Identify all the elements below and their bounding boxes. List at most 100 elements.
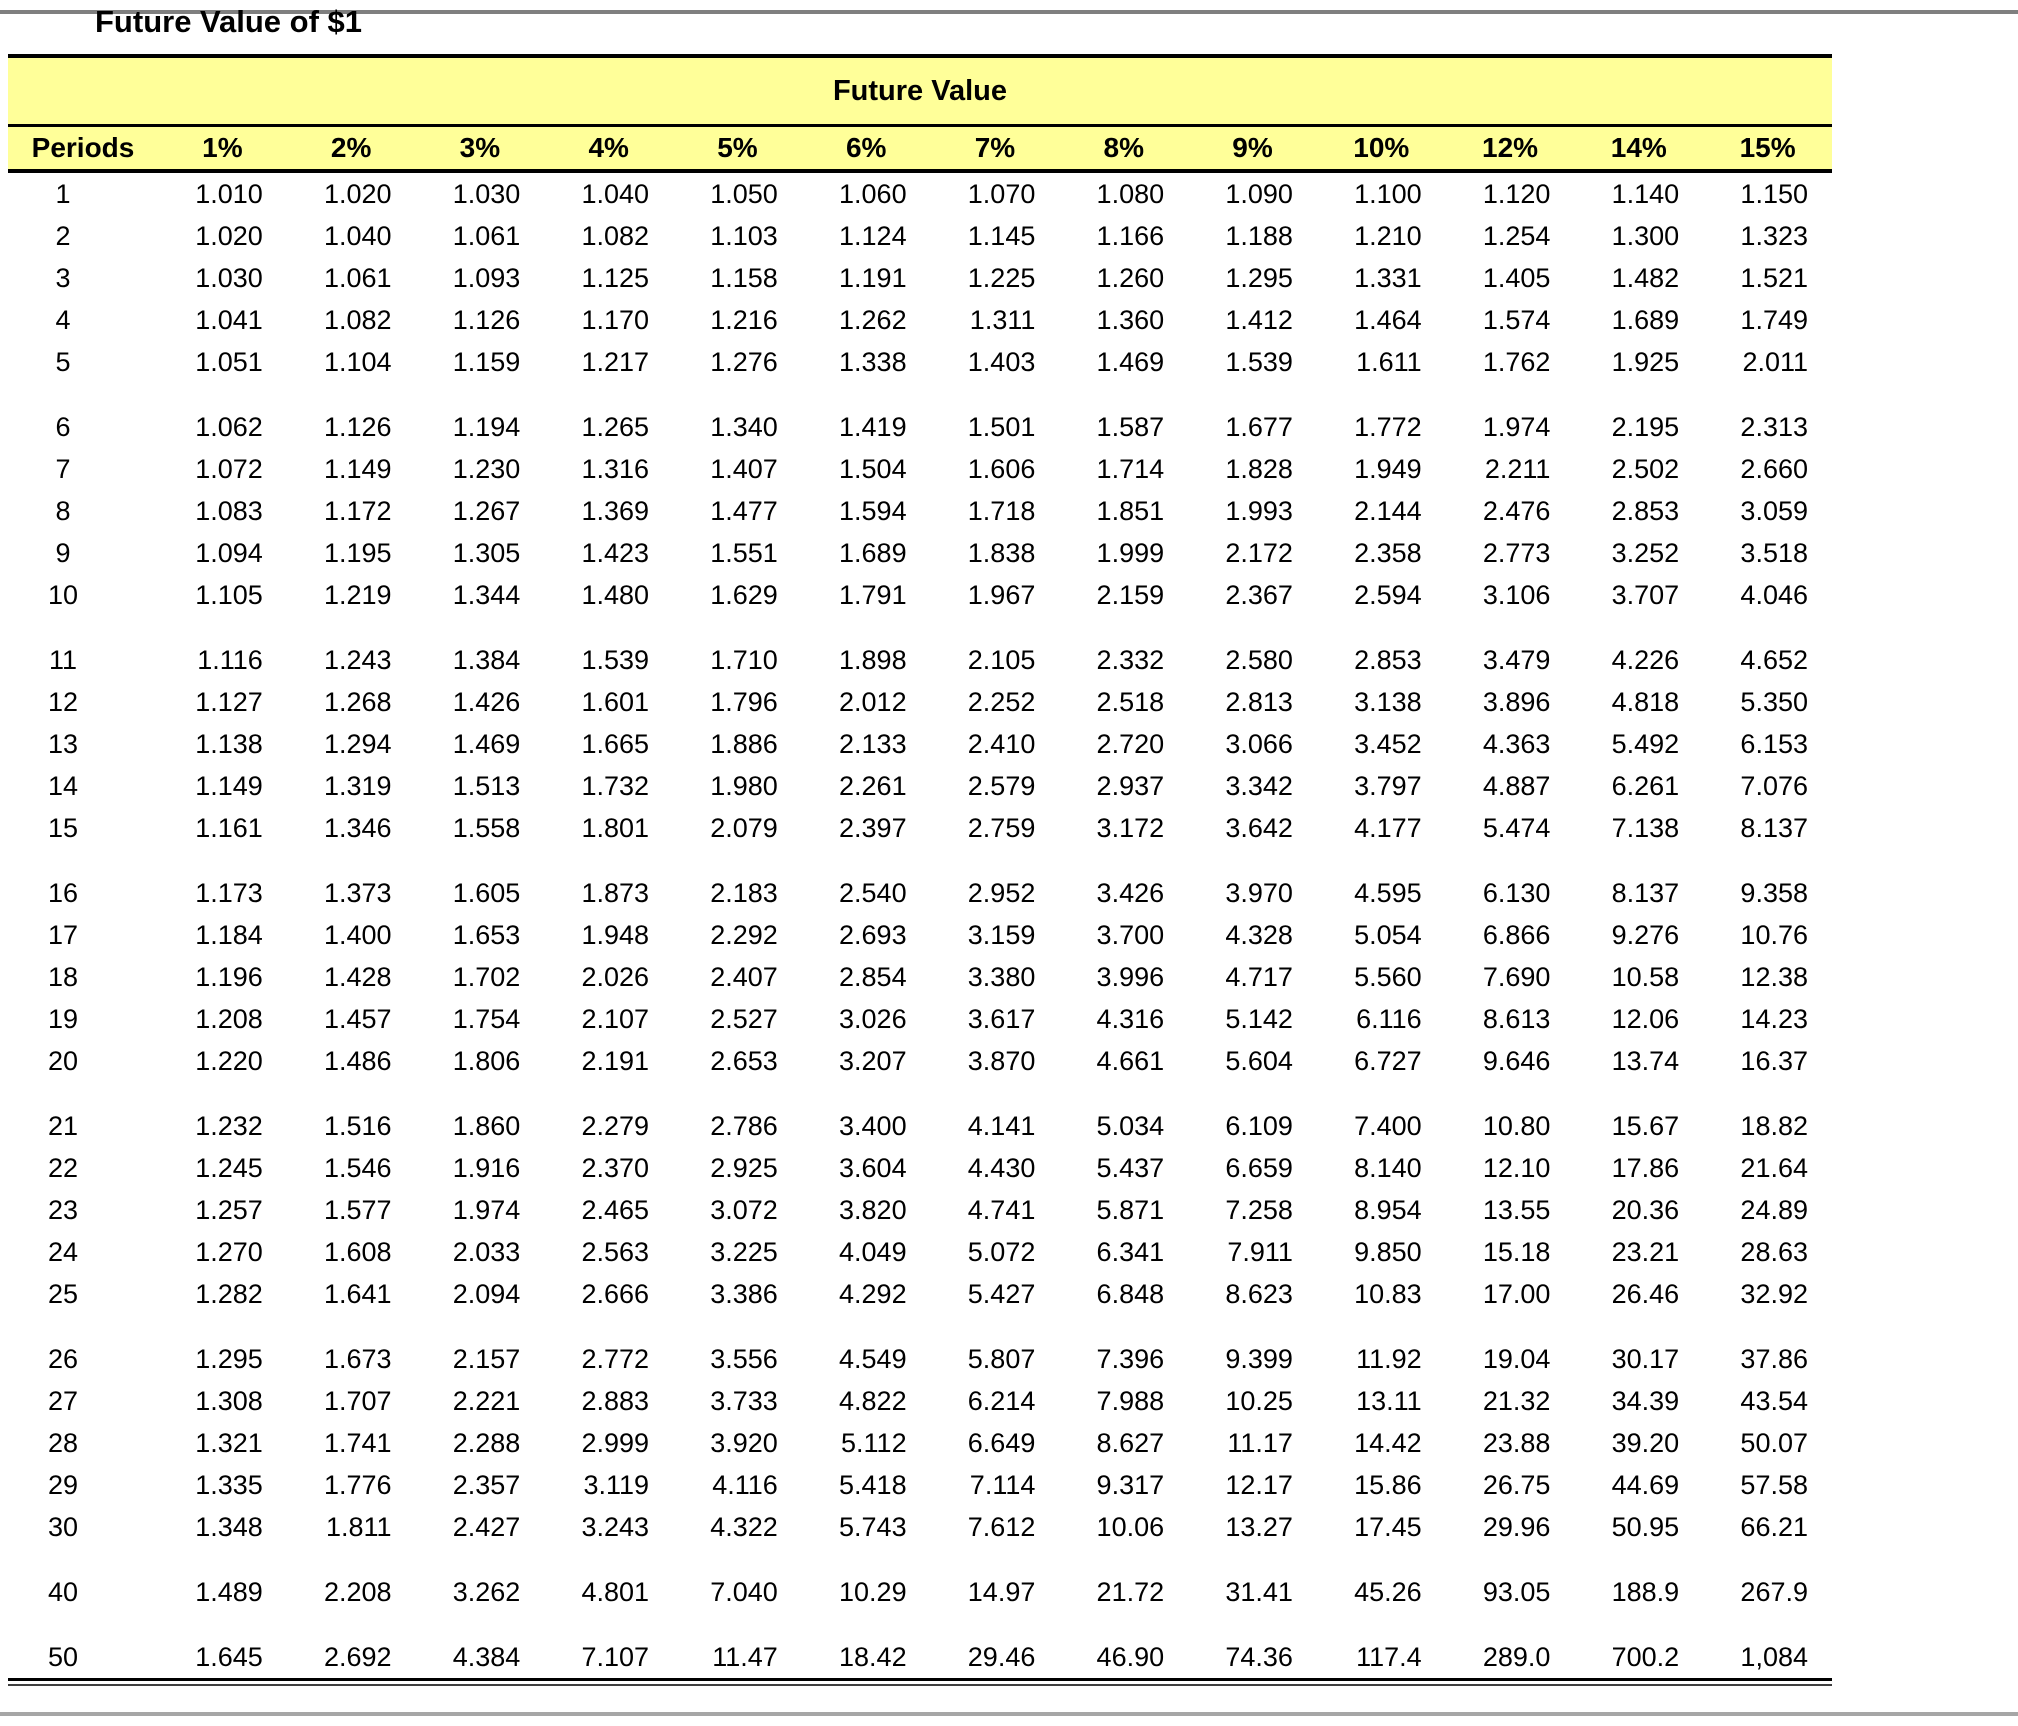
value-cell: 1.898 [839, 644, 907, 675]
value-cell: 2.172 [1225, 537, 1293, 568]
value-cell: 2.772 [581, 1343, 650, 1374]
value-cell: 15.67 [1611, 1110, 1680, 1141]
value-cell: 2.279 [581, 1110, 650, 1141]
value-cell: 3.604 [839, 1152, 907, 1183]
value-cell: 1.294 [323, 728, 392, 759]
value-cell: 1.126 [323, 411, 392, 442]
value-cell: 1.360 [1096, 304, 1165, 335]
value-cell: 1.265 [581, 411, 650, 442]
value-cell: 3.426 [1096, 877, 1165, 908]
value-cell: 1.419 [839, 411, 907, 442]
value-cell: 17.86 [1611, 1152, 1680, 1183]
value-cell: 1.267 [452, 495, 521, 526]
value-cell: 28.63 [1740, 1236, 1808, 1267]
value-cell: 21.32 [1482, 1385, 1551, 1416]
value-cell: 24.89 [1740, 1194, 1808, 1225]
value-cell: 9.276 [1611, 919, 1680, 950]
value-cell: 3.262 [452, 1576, 521, 1607]
value-cell: 2.693 [839, 919, 907, 950]
value-cell: 23.88 [1482, 1427, 1551, 1458]
value-cell: 5.807 [967, 1343, 1036, 1374]
value-cell: 66.21 [1740, 1511, 1808, 1542]
period-cell: 6 [55, 411, 71, 442]
value-cell: 1.257 [195, 1194, 263, 1225]
value-cell: 1.295 [195, 1343, 263, 1374]
value-cell: 1.407 [710, 453, 778, 484]
spacer-row [8, 1315, 1832, 1338]
spacer-row [8, 1548, 1832, 1571]
spacer-cell [8, 616, 1832, 639]
value-cell: 2.854 [839, 961, 907, 992]
value-cell: 23.21 [1611, 1236, 1680, 1267]
value-cell: 3.556 [710, 1343, 778, 1374]
value-cell: 5.604 [1225, 1045, 1293, 1076]
value-cell: 3.225 [710, 1236, 778, 1267]
value-cell: 3.970 [1225, 877, 1293, 908]
value-cell: 3.700 [1096, 919, 1165, 950]
value-cell: 10.29 [839, 1576, 907, 1607]
value-cell: 1.030 [195, 262, 263, 293]
table-row: 18 1.196 1.428 1.702 2.026 2.407 2.854 3.380 3.9… [8, 956, 1832, 998]
value-cell: 8.137 [1740, 812, 1808, 843]
value-cell: 21.64 [1740, 1152, 1808, 1183]
value-cell: 2.367 [1225, 579, 1293, 610]
value-cell: 2.012 [839, 686, 907, 717]
value-cell: 1.384 [452, 644, 521, 675]
value-cell: 12.10 [1482, 1152, 1551, 1183]
value-cell: 37.86 [1740, 1343, 1808, 1374]
value-cell: 1.344 [452, 579, 521, 610]
value-cell: 44.69 [1611, 1469, 1680, 1500]
value-cell: 1.082 [581, 220, 650, 251]
value-cell: 12.17 [1225, 1469, 1293, 1500]
window-bottom-divider [0, 1712, 2018, 1716]
value-cell: 1.094 [195, 537, 263, 568]
column-header-rate: 8% [1059, 125, 1189, 173]
value-cell: 2.465 [581, 1194, 650, 1225]
table-row: 40 1.489 2.208 3.262 4.801 7.040 10.29 14.97 21.… [8, 1571, 1832, 1613]
value-cell: 4.801 [581, 1576, 650, 1607]
value-cell: 2.660 [1740, 453, 1808, 484]
spacer-row [8, 383, 1832, 406]
value-cell: 3.479 [1482, 644, 1551, 675]
value-cell: 2.105 [967, 644, 1036, 675]
value-cell: 1.772 [1354, 411, 1422, 442]
value-cell: 1.338 [839, 346, 907, 377]
value-cell: 1.219 [323, 579, 392, 610]
value-cell: 8.613 [1482, 1003, 1551, 1034]
value-cell: 2.813 [1225, 686, 1293, 717]
value-cell: 1.606 [967, 453, 1036, 484]
spacer-cell [8, 383, 1832, 406]
value-cell: 20.36 [1611, 1194, 1680, 1225]
value-cell: 1.464 [1354, 304, 1422, 335]
value-cell: 4.363 [1482, 728, 1551, 759]
value-cell: 7.138 [1611, 812, 1680, 843]
value-cell: 1.369 [581, 495, 650, 526]
value-cell: 6.866 [1482, 919, 1551, 950]
table-row: 13 1.138 1.294 1.469 1.665 1.886 2.133 2.410 2.7… [8, 723, 1832, 765]
value-cell: 1.082 [323, 304, 392, 335]
value-cell: 267.9 [1740, 1576, 1808, 1607]
value-cell: 1.100 [1354, 178, 1422, 209]
value-cell: 1.300 [1611, 220, 1680, 251]
value-cell: 9.317 [1096, 1469, 1165, 1500]
table-row: 29 1.335 1.776 2.357 3.119 4.116 5.418 7.114 9.3… [8, 1464, 1832, 1506]
value-cell: 3.642 [1225, 812, 1293, 843]
spacer-cell [8, 1082, 1832, 1105]
value-cell: 1.811 [325, 1511, 392, 1542]
table-row: 5 1.051 1.104 1.159 1.217 1.276 1.338 1.403 1.46… [8, 341, 1832, 383]
value-cell: 2.853 [1611, 495, 1680, 526]
value-cell: 6.261 [1611, 770, 1680, 801]
value-cell: 6.214 [967, 1385, 1036, 1416]
value-cell: 4.887 [1482, 770, 1551, 801]
value-cell: 1.806 [452, 1045, 521, 1076]
value-cell: 11.47 [712, 1641, 778, 1672]
value-cell: 13.11 [1356, 1385, 1422, 1416]
value-cell: 10.76 [1740, 919, 1808, 950]
value-cell: 5.427 [967, 1278, 1036, 1309]
value-cell: 3.252 [1611, 537, 1680, 568]
value-cell: 2.563 [581, 1236, 650, 1267]
period-cell: 1 [55, 178, 71, 209]
column-header-rate: 12% [1445, 125, 1575, 173]
value-cell: 4.818 [1611, 686, 1680, 717]
value-cell: 12.38 [1740, 961, 1808, 992]
